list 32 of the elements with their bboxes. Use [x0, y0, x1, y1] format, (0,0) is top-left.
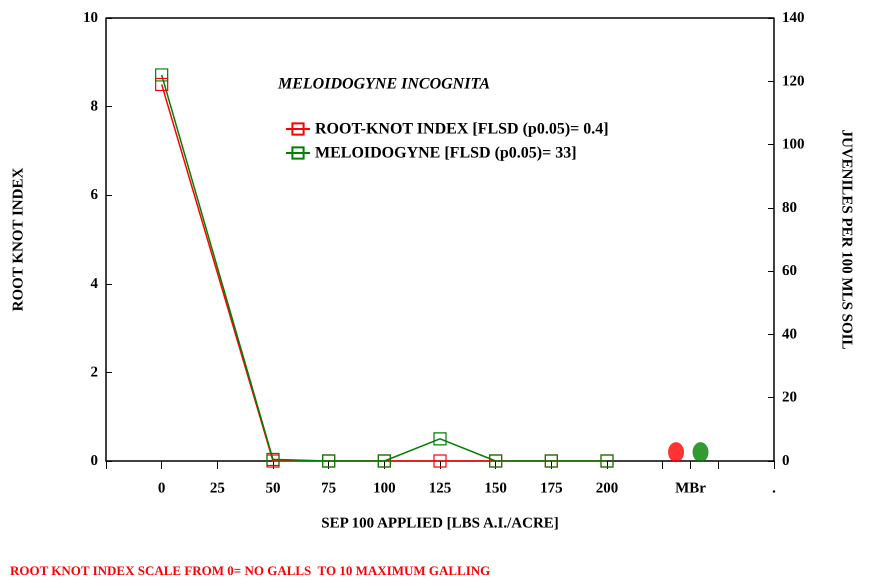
y2-tick-label: 100	[782, 136, 804, 153]
y-tick-label: 8	[90, 98, 98, 115]
y-tick-label: 0	[90, 453, 98, 469]
x-tick-label: 25	[210, 480, 225, 496]
y2-axis-title: JUVENILES PER 100 MLS SOIL	[838, 129, 854, 350]
x-tick-label: 125	[428, 480, 452, 496]
y-tick-label: 4	[90, 276, 98, 292]
y-tick-label: 2	[90, 364, 98, 380]
x-tick-label: 75	[321, 480, 336, 496]
x-tick-label: 0	[158, 480, 166, 496]
y-axis-title: ROOT KNOT INDEX	[10, 168, 26, 312]
text: ROOT KNOT INDEX SCALE FROM 0= NO GALLS TO 10 MAXIMUM GALLING	[10, 563, 490, 578]
x-tick-label: 150	[484, 480, 507, 496]
legend-label: MELOIDOGYNE [FLSD (p0.05)= 33]	[315, 144, 577, 162]
y2-tick-label: 140	[782, 10, 804, 26]
y2-tick-label: 20	[782, 390, 797, 406]
x-tick-label: .	[772, 480, 776, 496]
y2-tick-label: 60	[782, 263, 797, 280]
y2-tick-label: 80	[782, 200, 797, 216]
x-tick-label: 100	[373, 480, 396, 496]
x-tick-label: MBr	[675, 480, 706, 496]
y2-tick-label: 120	[782, 73, 804, 90]
y-tick-label: 6	[90, 187, 98, 204]
x-tick-label: 50	[266, 480, 280, 496]
y-tick-label: 10	[83, 10, 98, 26]
legend-label: ROOT-KNOT INDEX [FLSD (p0.05)= 0.4]	[315, 120, 609, 138]
x-axis-title: SEP 100 APPLIED [LBS A.I./ACRE]	[321, 516, 559, 532]
x-tick-label: 175	[540, 480, 563, 496]
y2-tick-label: 0	[782, 453, 790, 469]
x-tick-label: 200	[596, 480, 618, 496]
y2-tick-label: 40	[782, 326, 797, 342]
legend-title: MELOIDOGYNE INCOGNITA	[277, 76, 490, 92]
